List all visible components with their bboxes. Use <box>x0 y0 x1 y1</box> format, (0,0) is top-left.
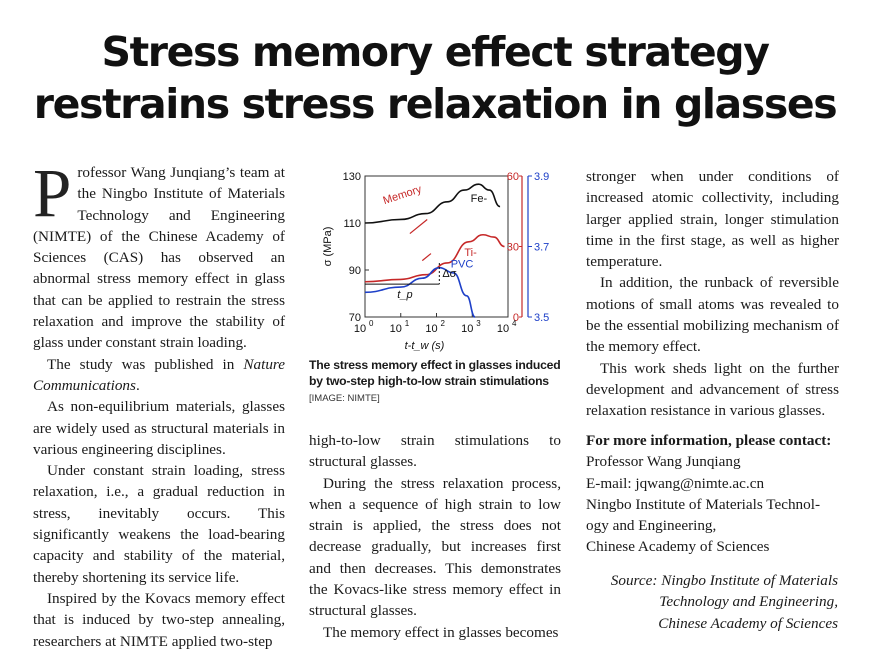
source-line: Chinese Academy of Sciences <box>658 614 838 632</box>
red-axis-tick-label: 30 <box>507 242 519 254</box>
series-label: Fe- <box>471 193 488 205</box>
x-tick-label-exponent: 0 <box>369 319 374 328</box>
paragraph: The memory effect in glasses becomes <box>323 623 559 641</box>
x-tick-label: 10 <box>354 323 366 335</box>
series-label: PVC <box>451 259 474 271</box>
x-tick-label: 10 <box>461 323 473 335</box>
source-line: Technology and Engineering, <box>659 593 838 611</box>
paragraph: high-to-low strain stimulations to struc… <box>309 432 561 471</box>
figure: 70 90 110 130 0 30 60 3.5 3.7 3.9 10 0 10 1 10 2 10 3 10 4 σ… <box>309 164 569 420</box>
delta-sigma-annotation: Δσ <box>442 268 456 280</box>
headline-line-2: restrains stress relaxation in glasses <box>33 80 838 128</box>
y-tick-label: 130 <box>343 171 361 183</box>
headline: Stress memory effect strategy restrains … <box>0 26 870 130</box>
x-tick-label-exponent: 3 <box>476 319 481 328</box>
series-label: Ti- <box>464 247 477 259</box>
source-line: Source: Ningbo Institute of Materials <box>610 572 838 589</box>
x-axis-label: t-t_w (s) <box>405 340 445 352</box>
figure-caption: The stress memory effect in glasses indu… <box>309 358 561 388</box>
blue-axis-tick-label: 3.5 <box>534 312 549 324</box>
source-credit: Source: Ningbo Institute of Materials Te… <box>611 570 838 634</box>
memory-arrow <box>421 253 432 262</box>
paragraph: As non-equilibrium materials, glasses ar… <box>33 398 285 458</box>
contact-org: ogy and Engineering, <box>586 517 717 535</box>
journal-name: Nature Communications <box>33 355 285 394</box>
contact-block: For more information, please contact: Pr… <box>586 430 846 558</box>
memory-arrow <box>409 219 428 235</box>
x-tick-label: 10 <box>390 323 402 335</box>
y-tick-label: 90 <box>349 265 361 277</box>
series-line-fe <box>364 183 501 224</box>
figure-credit: [IMAGE: NIMTE] <box>309 393 380 404</box>
paragraph: Inspired by the Kovacs memory effect tha… <box>33 589 285 650</box>
headline-line-1: Stress memory effect strategy <box>101 28 770 76</box>
y-axis-label: σ (MPa) <box>322 227 334 267</box>
tp-annotation: t_p <box>397 289 412 301</box>
blue-axis-tick-label: 3.9 <box>534 171 549 183</box>
publication-end: . <box>135 376 140 394</box>
publication-text: The study was published in <box>47 355 244 373</box>
article-column-3: stronger when under conditions of increa… <box>586 166 839 422</box>
paragraph: stronger when under conditions of increa… <box>586 168 839 271</box>
paragraph: In addition, the runback of reversible m… <box>586 274 839 356</box>
red-axis-tick-label: 0 <box>513 312 519 324</box>
x-tick-label-exponent: 2 <box>441 319 446 328</box>
drop-cap: P <box>33 155 72 231</box>
intro-text: rofessor Wang Junqiang’s team at the Nin… <box>33 164 285 352</box>
contact-email: E-mail: jqwang@nimte.ac.cn <box>586 474 765 492</box>
paragraph-publication: The study was published in Nature Commun… <box>33 354 285 397</box>
memory-annotation: Memory <box>382 183 424 207</box>
x-tick-label: 10 <box>497 323 509 335</box>
x-tick-label-exponent: 1 <box>405 319 410 328</box>
contact-org: Ningbo Institute of Materials Technol- <box>586 495 821 513</box>
contact-name: Professor Wang Junqiang <box>586 453 741 471</box>
paragraph: Under constant strain loading, stress re… <box>33 462 285 586</box>
paragraph: During the stress relaxation process, wh… <box>309 474 561 620</box>
series-line-ti <box>364 233 505 283</box>
y-tick-label: 110 <box>343 218 361 230</box>
y-tick-label: 70 <box>349 312 361 324</box>
x-tick-label: 10 <box>425 323 437 335</box>
red-axis-tick-label: 60 <box>507 171 519 183</box>
contact-org: Chinese Academy of Sciences <box>586 538 770 556</box>
paragraph: This work sheds light on the further dev… <box>586 359 839 420</box>
blue-axis-tick-label: 3.7 <box>534 242 549 254</box>
contact-heading: For more information, please contact: <box>586 432 832 449</box>
article-column-2: high-to-low strain stimulations to struc… <box>309 430 561 643</box>
x-tick-label-exponent: 4 <box>512 319 517 328</box>
